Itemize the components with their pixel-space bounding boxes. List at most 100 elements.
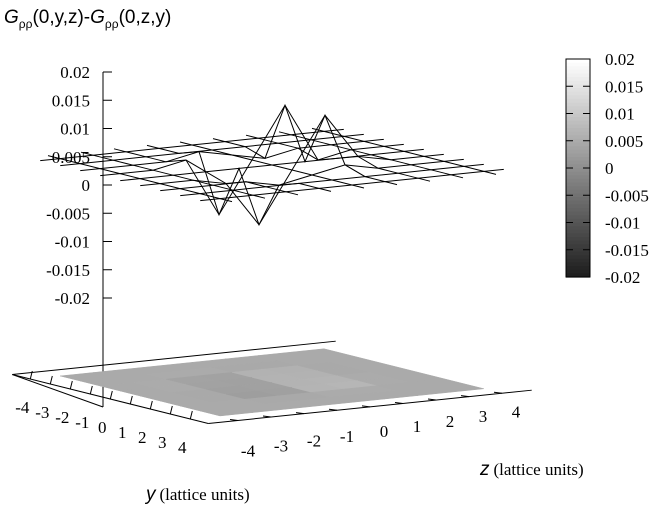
- colorbar-segment: [566, 59, 590, 64]
- y-tick-label: 4: [178, 438, 187, 457]
- colorbar-segment: [566, 124, 590, 129]
- y-tick-mark: [109, 390, 113, 400]
- colorbar-segment: [566, 211, 590, 216]
- colorbar-segment: [566, 168, 590, 173]
- floor-cell: [430, 383, 485, 393]
- colorbar-segment: [566, 218, 590, 224]
- colorbar-segment: [566, 247, 590, 253]
- colorbar-segment: [566, 160, 590, 165]
- colorbar-segment: [566, 146, 590, 151]
- colorbar-segment: [566, 244, 590, 249]
- y-tick-mark: [129, 395, 133, 405]
- value-tick-label: 0.02: [60, 63, 90, 82]
- colorbar-segment: [566, 193, 590, 198]
- z-tick-mark: [361, 405, 371, 408]
- colorbar-segment: [566, 106, 590, 111]
- z-tick-mark: [328, 408, 338, 411]
- colorbar-segment: [566, 255, 590, 260]
- colorbar-tick-label: -0.02: [605, 268, 640, 287]
- colorbar-segment: [566, 186, 590, 191]
- surface-wireframe: [40, 103, 504, 226]
- colorbar-segment: [566, 62, 590, 67]
- z-tick-mark: [460, 395, 470, 398]
- colorbar-segment: [566, 262, 590, 267]
- colorbar-segment: [566, 109, 590, 115]
- colorbar-segment: [566, 182, 590, 187]
- chart-title: Gρρ(0,y,z)-Gρρ(0,z,y): [4, 7, 171, 31]
- z-tick-label: -4: [241, 441, 256, 460]
- z-tick-mark: [427, 398, 437, 401]
- colorbar-tick-label: 0.01: [605, 105, 635, 124]
- y-tick-label: 1: [118, 423, 127, 442]
- colorbar-segment: [566, 200, 590, 205]
- colorbar-segment: [566, 153, 590, 158]
- colorbar-segment: [566, 229, 590, 234]
- y-tick-label: 3: [158, 433, 167, 452]
- colorbar-tick-label: -0.005: [605, 186, 649, 205]
- colorbar-tick-label: 0.02: [605, 50, 635, 69]
- y-tick-mark: [49, 375, 53, 385]
- colorbar-segment: [566, 251, 590, 256]
- colorbar-segment: [566, 128, 590, 133]
- y-tick-mark: [69, 380, 73, 390]
- z-tick-label: -1: [340, 427, 354, 446]
- y-tick-label: -3: [35, 403, 49, 422]
- colorbar-tick-label: 0.015: [605, 77, 643, 96]
- value-tick-label: 0.01: [60, 120, 90, 139]
- surface-line-z: [80, 151, 266, 199]
- value-tick-label: -0.005: [46, 204, 90, 223]
- colorbar: [565, 58, 591, 278]
- y-tick-label: -2: [55, 408, 69, 427]
- colorbar-tick-label: -0.015: [605, 241, 649, 260]
- colorbar-segment: [566, 240, 590, 245]
- surface-line-z: [47, 155, 233, 203]
- value-tick-label: 0.015: [52, 91, 90, 110]
- colorbar-segment: [566, 138, 590, 144]
- y-axis-label: y (lattice units): [144, 484, 250, 505]
- z-tick-mark: [295, 412, 305, 415]
- z-tick-mark: [493, 391, 503, 394]
- colorbar-segment: [566, 233, 590, 238]
- z-tick-label: 2: [446, 412, 455, 431]
- colorbar-tick-label: 0: [605, 159, 614, 178]
- surface-line-z: [146, 144, 332, 226]
- z-axis-label: z (lattice units): [479, 459, 584, 480]
- colorbar-segment: [566, 178, 590, 184]
- colorbar-segment: [566, 149, 590, 155]
- y-axis-ticks: -4 -3 -2 -1 0 1 2 3 4: [15, 370, 193, 457]
- colorbar-segment: [566, 80, 590, 86]
- colorbar-segment: [566, 171, 590, 176]
- colorbar-segment: [566, 164, 590, 169]
- value-tick-label: -0.01: [55, 233, 90, 252]
- z-tick-label: 0: [380, 422, 389, 441]
- colorbar-tick-label: 0.005: [605, 132, 643, 151]
- colorbar-segment: [566, 113, 590, 118]
- colorbar-segment: [566, 269, 590, 274]
- value-tick-label: -0.015: [46, 261, 90, 280]
- colorbar-segment: [566, 207, 590, 213]
- y-tick-mark: [29, 370, 33, 380]
- colorbar-segment: [566, 73, 590, 78]
- colorbar-segment: [566, 135, 590, 140]
- surface-line-z: [311, 127, 497, 175]
- surface-line-z: [278, 131, 464, 179]
- colorbar-segment: [566, 197, 590, 202]
- colorbar-segment: [566, 66, 590, 71]
- value-axis-ticks: 0.020.0150.010.0050-0.005-0.01-0.015-0.0…: [46, 63, 112, 308]
- colorbar-segment: [566, 69, 590, 75]
- floor-heatmap: [59, 348, 485, 417]
- z-tick-label: -3: [274, 437, 288, 456]
- y-tick-label: 0: [98, 418, 107, 437]
- colorbar-segment: [566, 88, 590, 93]
- colorbar-segment: [566, 226, 590, 231]
- colorbar-segment: [566, 157, 590, 162]
- y-tick-label: -4: [15, 398, 30, 417]
- colorbar-segment: [566, 266, 590, 271]
- y-tick-label: -1: [75, 413, 89, 432]
- value-tick-label: 0: [82, 176, 91, 195]
- colorbar-segment: [566, 222, 590, 227]
- colorbar-segment: [566, 77, 590, 82]
- colorbar-segment: [566, 237, 590, 242]
- colorbar-segment: [566, 215, 590, 220]
